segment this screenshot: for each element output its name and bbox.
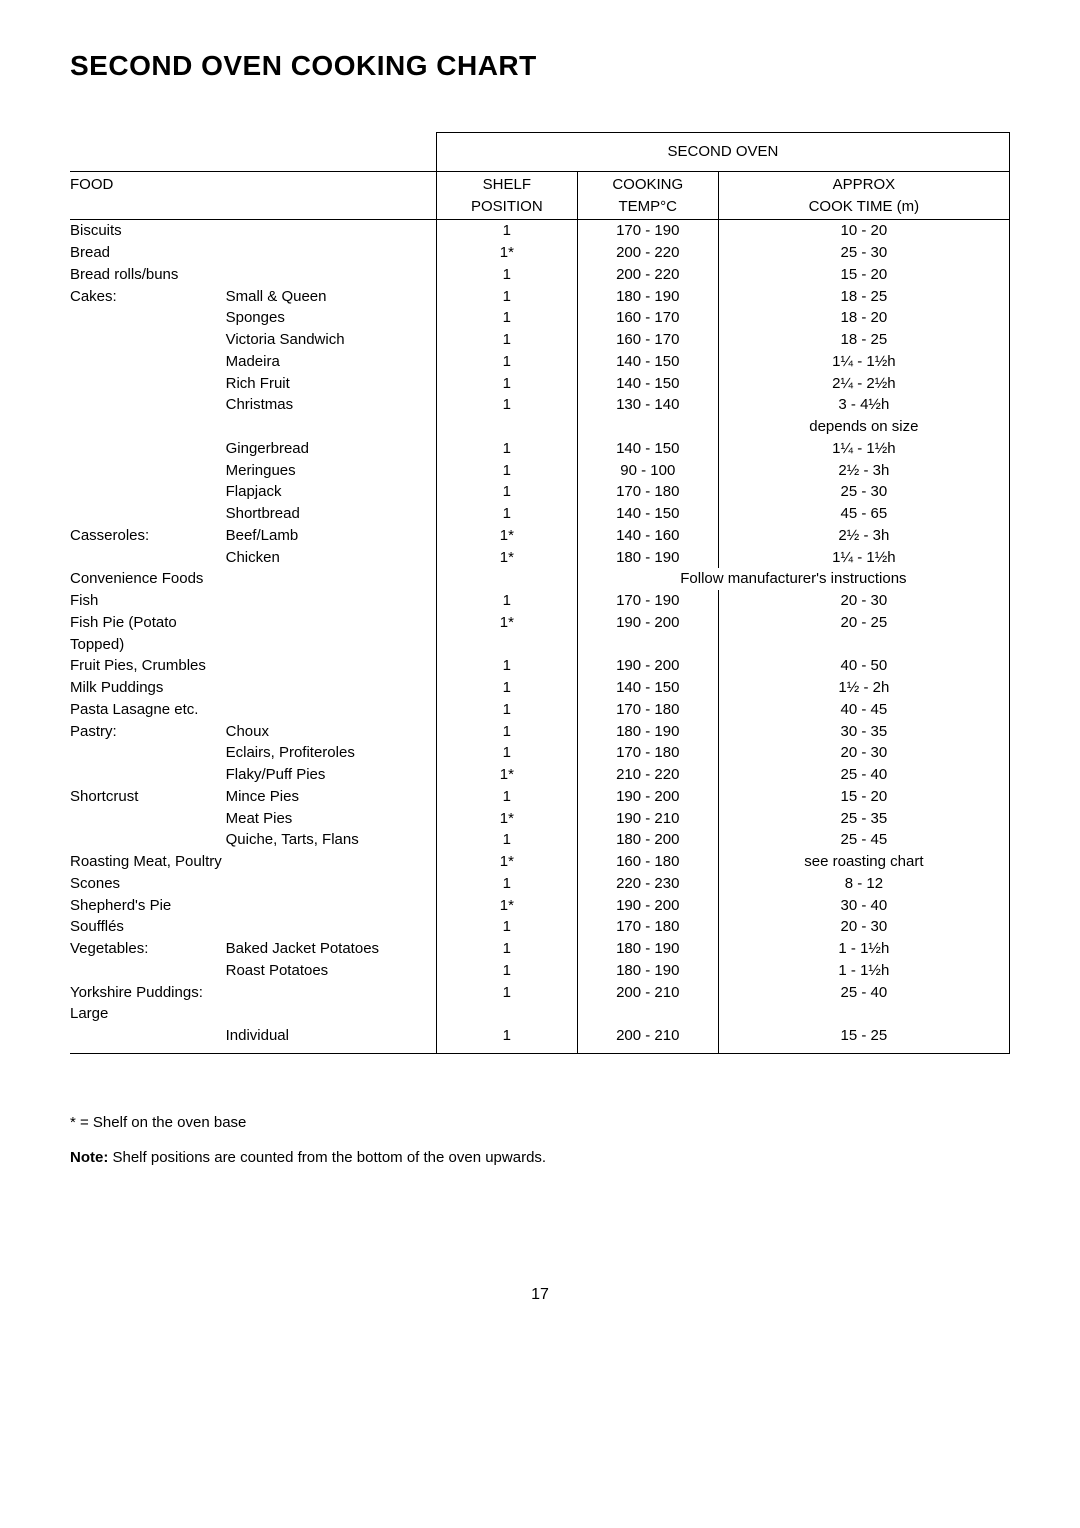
table-row: Rich Fruit1140 - 1502¼ - 2½h xyxy=(70,373,1010,395)
col-time: APPROXCOOK TIME (m) xyxy=(718,171,1009,220)
table-row: Cakes:Small & Queen1180 - 19018 - 25 xyxy=(70,286,1010,308)
table-row: Biscuits1170 - 19010 - 20 xyxy=(70,220,1010,242)
table-row: Flaky/Puff Pies1*210 - 22025 - 40 xyxy=(70,764,1010,786)
col-temp: COOKINGTEMP°C xyxy=(577,171,718,220)
table-row: Individual1200 - 21015 - 25 xyxy=(70,1025,1010,1053)
convenience-foods-label: Convenience Foods xyxy=(70,568,436,590)
table-row: ShortcrustMince Pies1190 - 20015 - 20 xyxy=(70,786,1010,808)
table-row: Fish Pie (Potato Topped)1*190 - 20020 - … xyxy=(70,612,1010,656)
table-row: Eclairs, Profiteroles1170 - 18020 - 30 xyxy=(70,742,1010,764)
table-row: Christmas1130 - 1403 - 4½h xyxy=(70,394,1010,416)
table-row: Shepherd's Pie1*190 - 20030 - 40 xyxy=(70,895,1010,917)
table-row: Madeira1140 - 1501¼ - 1½h xyxy=(70,351,1010,373)
table-row: Bread rolls/buns1200 - 22015 - 20 xyxy=(70,264,1010,286)
table-row: Roast Potatoes1180 - 1901 - 1½h xyxy=(70,960,1010,982)
table-row: Shortbread1140 - 15045 - 65 xyxy=(70,503,1010,525)
table-row: Soufflés1170 - 18020 - 30 xyxy=(70,916,1010,938)
table-row: Fruit Pies, Crumbles1190 - 20040 - 50 xyxy=(70,655,1010,677)
page-title: SECOND OVEN COOKING CHART xyxy=(70,50,1010,82)
table-row: Chicken1*180 - 1901¼ - 1½h xyxy=(70,547,1010,569)
table-row: Milk Puddings1140 - 1501½ - 2h xyxy=(70,677,1010,699)
table-row: Scones1220 - 2308 - 12 xyxy=(70,873,1010,895)
follow-instructions: Follow manufacturer's instructions xyxy=(577,568,1009,590)
note-text: Note: Shelf positions are counted from t… xyxy=(70,1149,1010,1166)
table-row: Pasta Lasagne etc.1170 - 18040 - 45 xyxy=(70,699,1010,721)
table-row: Fish1170 - 19020 - 30 xyxy=(70,590,1010,612)
table-row: Quiche, Tarts, Flans1180 - 20025 - 45 xyxy=(70,829,1010,851)
table-row: Meat Pies1*190 - 21025 - 35 xyxy=(70,808,1010,830)
table-row: Flapjack1170 - 18025 - 30 xyxy=(70,481,1010,503)
col-shelf: SHELFPOSITION xyxy=(436,171,577,220)
shelf-footnote: * = Shelf on the oven base xyxy=(70,1114,1010,1131)
table-row: Meringues1 90 - 1002½ - 3h xyxy=(70,460,1010,482)
table-row: Gingerbread1140 - 1501¼ - 1½h xyxy=(70,438,1010,460)
table-row: depends on size xyxy=(70,416,1010,438)
table-row: Victoria Sandwich1160 - 17018 - 25 xyxy=(70,329,1010,351)
table-row: Casseroles:Beef/Lamb1*140 - 1602½ - 3h xyxy=(70,525,1010,547)
table-row: Roasting Meat, Poultry1*160 - 180see roa… xyxy=(70,851,1010,873)
table-row: Sponges1160 - 17018 - 20 xyxy=(70,307,1010,329)
table-row: Vegetables:Baked Jacket Potatoes1180 - 1… xyxy=(70,938,1010,960)
table-row: Bread1*200 - 22025 - 30 xyxy=(70,242,1010,264)
table-row: Pastry:Choux1180 - 19030 - 35 xyxy=(70,721,1010,743)
page-number: 17 xyxy=(70,1286,1010,1304)
col-food: FOOD xyxy=(70,171,436,220)
table-row: Yorkshire Puddings: Large1200 - 21025 - … xyxy=(70,982,1010,1026)
second-oven-header: SECOND OVEN xyxy=(436,133,1009,172)
cooking-chart: SECOND OVEN FOOD SHELFPOSITION COOKINGTE… xyxy=(70,132,1010,1054)
